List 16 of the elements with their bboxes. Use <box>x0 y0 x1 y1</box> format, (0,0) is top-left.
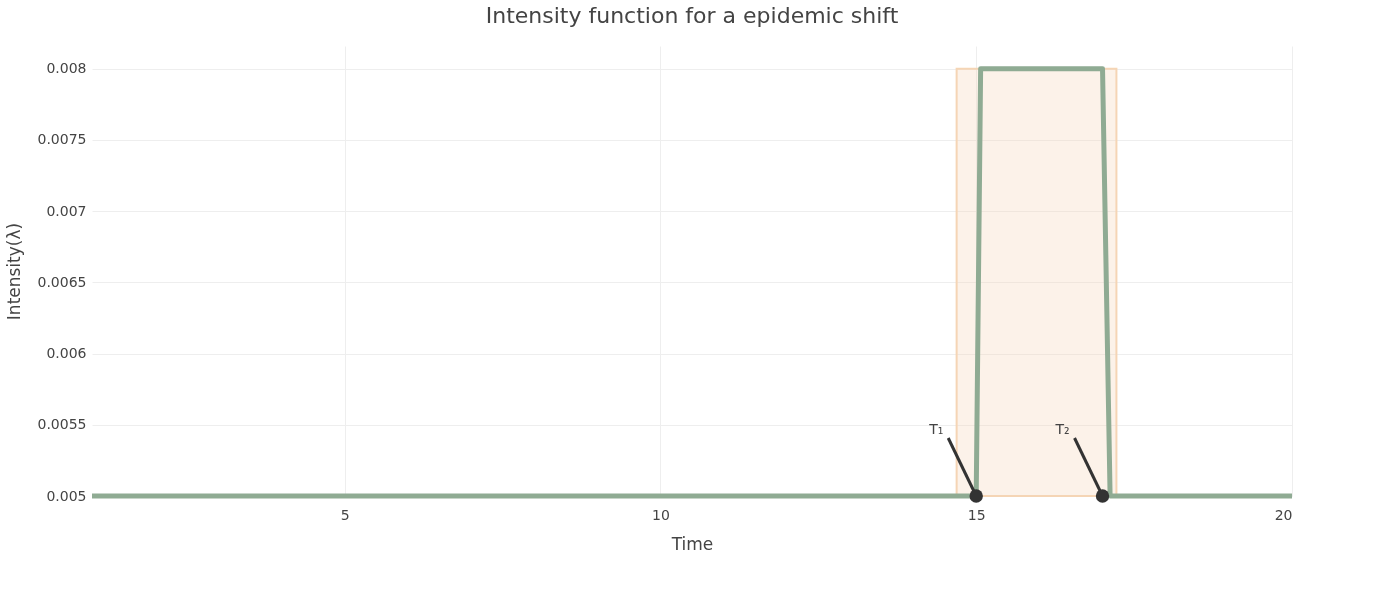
x-tick-label: 10 <box>652 506 670 523</box>
x-tick-label: 15 <box>967 506 986 523</box>
y-tick-label: 0.0065 <box>37 273 87 290</box>
x-axis-title: Time <box>670 533 714 554</box>
x-tick-label: 20 <box>1274 506 1293 523</box>
chart-title: Intensity function for a epidemic shift <box>485 3 899 28</box>
y-tick-label: 0.0055 <box>37 416 87 433</box>
y-axis-title: Intensity(λ) <box>3 222 24 321</box>
x-tick-label: 5 <box>340 506 350 523</box>
annotation: T₁ <box>928 421 944 437</box>
y-tick-label: 0.006 <box>46 345 87 362</box>
y-tick-label: 0.008 <box>46 60 87 77</box>
annotation: T₂ <box>1054 421 1070 437</box>
y-tick-label: 0.005 <box>46 487 87 504</box>
y-tick-label: 0.007 <box>46 202 87 219</box>
y-tick-label: 0.0075 <box>37 131 87 148</box>
